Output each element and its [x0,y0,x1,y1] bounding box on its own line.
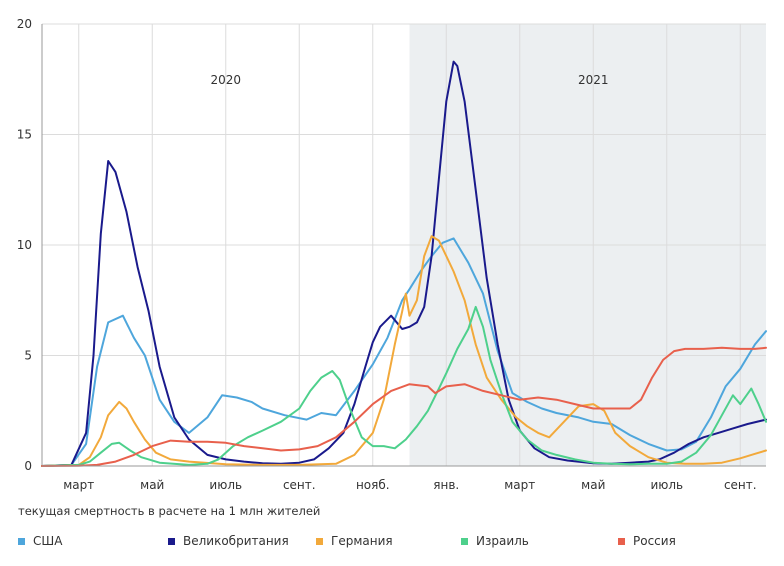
legend-label: Германия [331,534,393,548]
year-label: 2021 [578,73,609,87]
y-tick-label: 15 [17,128,32,142]
legend-item: Россия [618,534,676,548]
legend-label: Израиль [476,534,529,548]
x-tick-label: сент. [724,478,757,492]
legend-label: Россия [633,534,676,548]
legend-swatch [461,537,468,545]
x-tick-label: янв. [433,478,459,492]
x-tick-label: нояб. [356,478,390,492]
year-label: 2020 [210,73,241,87]
series-line-Израиль [41,305,767,467]
x-tick-label: июль [650,478,683,492]
legend-label: США [33,534,63,548]
line-chart: 0 5 10 15 20 март май июль сент. нояб. янв. март май… [17,17,767,492]
legend: США Великобритания Германия Израиль Россия [18,534,778,552]
series-line-США [41,237,767,467]
legend-item: Израиль [461,534,529,548]
x-tick-label: май [581,478,605,492]
legend-item: Великобритания [168,534,289,548]
legend-swatch [316,537,323,545]
legend-swatch [18,537,25,545]
y-tick-label: 0 [24,459,32,473]
y-tick-label: 5 [24,349,32,363]
chart-caption: текущая смертность в расчете на 1 млн жи… [18,504,321,518]
x-tick-label: март [504,478,535,492]
legend-item: США [18,534,62,548]
legend-item: Германия [316,534,393,548]
x-tick-label: июль [209,478,242,492]
y-tick-label: 20 [17,17,32,31]
legend-swatch [168,537,175,545]
legend-label: Великобритания [183,534,289,548]
y-tick-label: 10 [17,238,32,252]
x-tick-label: сент. [283,478,316,492]
series-line-Россия [41,346,767,467]
series-line-Германия [41,235,767,467]
x-tick-label: май [140,478,164,492]
x-tick-label: март [63,478,94,492]
legend-swatch [618,537,625,545]
